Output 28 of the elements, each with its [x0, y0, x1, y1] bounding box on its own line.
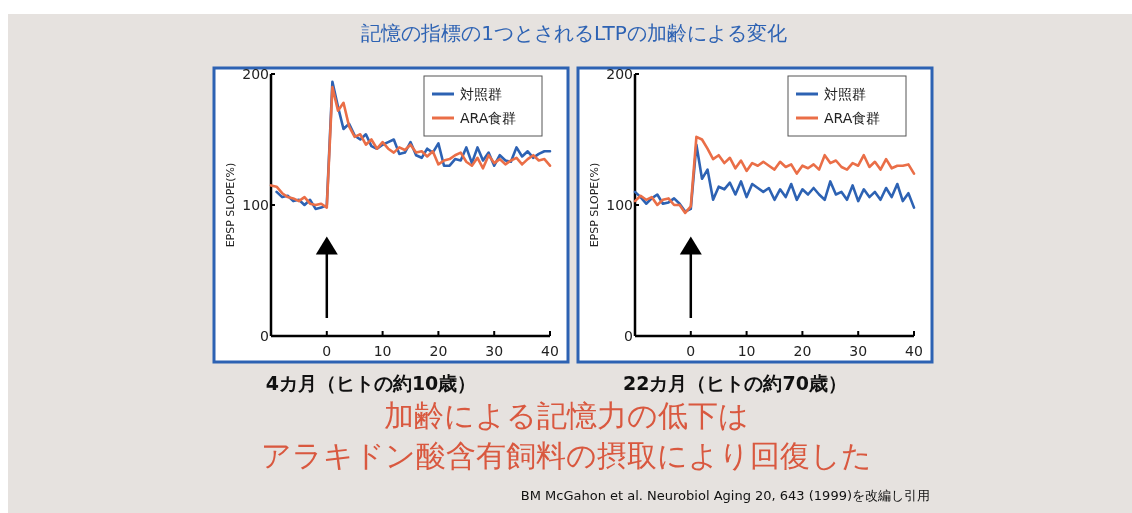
x-tick-label: 20 [429, 343, 448, 359]
y-tick-label: 100 [242, 197, 269, 213]
x-tick-label: 0 [686, 343, 696, 359]
x-tick-label: 30 [849, 343, 868, 359]
text: 加齢による記憶力の低下は [383, 398, 749, 433]
y-tick-label: 200 [242, 66, 269, 82]
legend-label: 対照群 [824, 86, 866, 102]
y-tick-label: 0 [260, 328, 269, 344]
legend-label: 対照群 [460, 86, 502, 102]
y-tick-label: 200 [606, 66, 633, 82]
x-tick-label: 0 [322, 343, 332, 359]
text: BM McGahon et al. Neurobiol Aging 20, 643 (1999)を改編し引用 [520, 488, 930, 503]
x-tick-label: 40 [541, 343, 559, 359]
text: 22カ月（ヒトの約70歳） [623, 372, 847, 394]
text: 4カ月（ヒトの約10歳） [265, 372, 477, 394]
y-axis-title: EPSP SLOPE(%) [588, 162, 601, 248]
y-axis-title: EPSP SLOPE(%) [224, 162, 237, 248]
chart-title: 記憶の指標の1つとされるLTPの加齢による変化 [361, 21, 787, 45]
x-tick-label: 30 [485, 343, 504, 359]
x-tick-label: 20 [793, 343, 812, 359]
legend-label: ARA食群 [824, 110, 881, 126]
x-tick-label: 10 [373, 343, 392, 359]
text: アラキドン酸含有飼料の摂取により回復した [260, 438, 872, 473]
y-tick-label: 100 [606, 197, 633, 213]
x-tick-label: 10 [737, 343, 756, 359]
x-tick-label: 40 [905, 343, 923, 359]
y-tick-label: 0 [624, 328, 633, 344]
legend-label: ARA食群 [460, 110, 517, 126]
